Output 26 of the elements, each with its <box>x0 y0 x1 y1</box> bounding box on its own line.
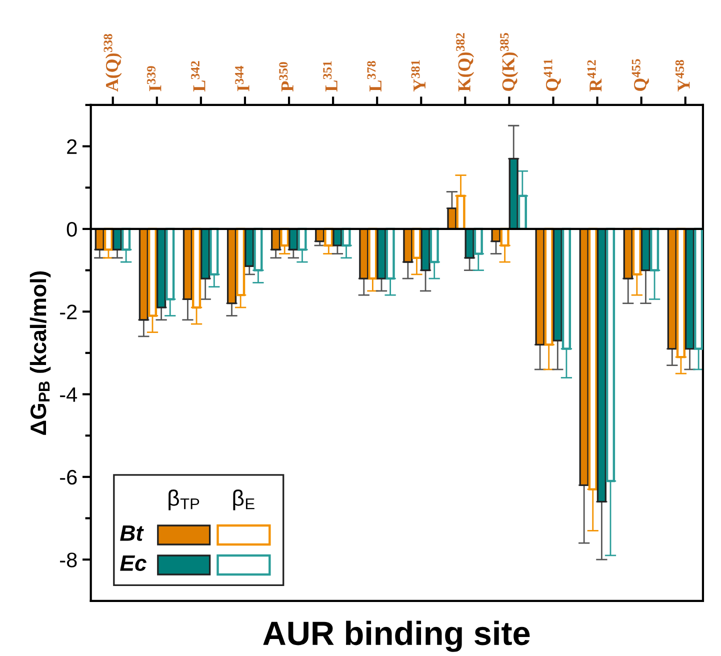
annotation: Bt <box>120 525 144 541</box>
x-tick-label: A(Q)$^{338}$ <box>104 34 122 92</box>
x-tick-label: Q$^{411}$ <box>544 59 561 91</box>
x-tick-label: R$^{412}$ <box>587 60 602 92</box>
y-tick-label: 2 <box>67 139 77 154</box>
x-tick-label: P$^{350}$ <box>279 62 294 92</box>
x-tick-label: I$^{339}$ <box>146 66 162 92</box>
x-tick-label: L$^{342}$ <box>191 61 206 92</box>
x-axis-title: AUR binding site <box>263 620 530 652</box>
x-tick-label: Q$^{455}$ <box>632 59 649 91</box>
x-tick-label: L$^{351}$ <box>323 61 338 92</box>
y-tick-label: -2 <box>60 304 77 320</box>
annotation: β$_{TP}$ <box>168 490 200 510</box>
y-tick-label: -6 <box>60 470 77 485</box>
x-tick-label: L$^{378}$ <box>367 61 382 92</box>
x-tick-label: Y$^{458}$ <box>675 60 690 92</box>
x-tick-label: I$^{344}$ <box>235 66 250 92</box>
annotation: Ec <box>120 555 147 571</box>
x-tick-label: Q(K)$^{385}$ <box>500 33 518 91</box>
annotation: β$_{E}$ <box>233 490 254 510</box>
y-tick-label: -8 <box>60 552 77 568</box>
x-tick-label: K(Q)$^{382}$ <box>456 33 474 92</box>
y-axis-title: ΔG$_{PB}$ (kcal/mol) <box>30 271 51 435</box>
y-tick-label: 0 <box>66 222 77 237</box>
y-tick-label: -4 <box>60 387 78 402</box>
x-tick-label: Y$^{381}$ <box>411 60 426 92</box>
